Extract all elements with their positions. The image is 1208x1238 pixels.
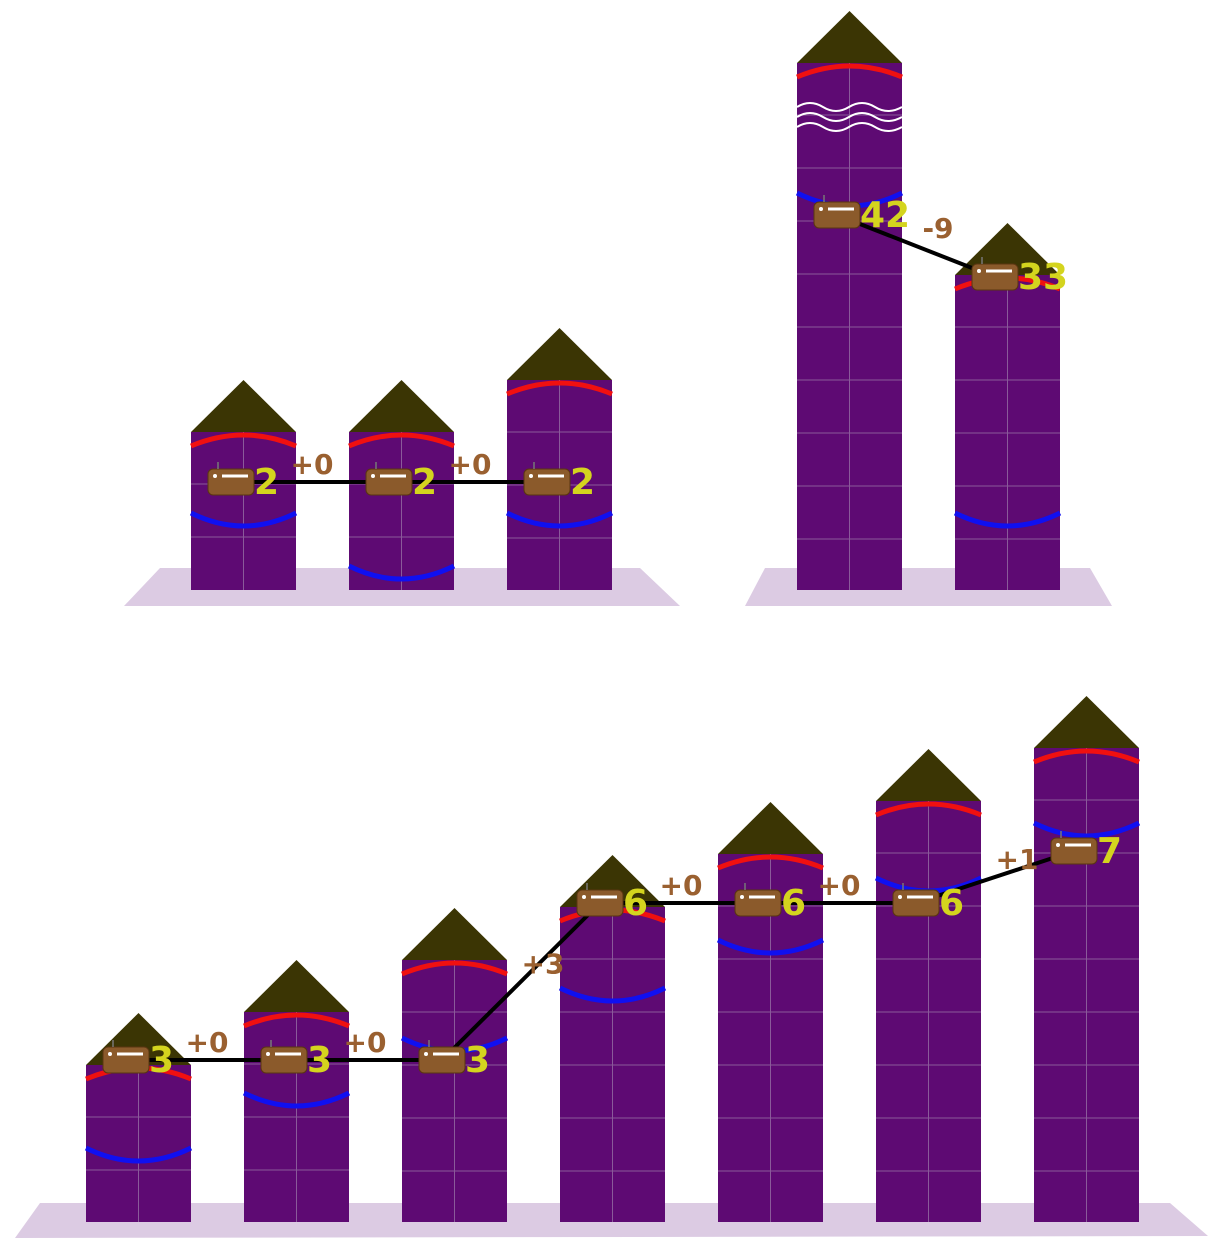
change-label: +0: [818, 869, 861, 902]
radio-knob: [108, 1052, 112, 1056]
radio: [813, 201, 861, 229]
tower-value: 6: [781, 883, 806, 924]
wave: [796, 122, 903, 132]
red-arc: [190, 432, 297, 449]
tower-value: 3: [307, 1040, 332, 1081]
blue-arc: [505, 510, 614, 529]
blue-arc: [242, 1090, 351, 1109]
radio-knob: [582, 895, 586, 899]
radio: [523, 468, 571, 496]
red-arc: [348, 432, 455, 449]
change-label: +3: [522, 948, 565, 981]
blue-arc: [1032, 820, 1141, 839]
roof: [349, 380, 454, 432]
change-label: -9: [922, 212, 953, 245]
blue-arc: [189, 510, 298, 529]
tower-value: 3: [149, 1040, 174, 1081]
roof: [876, 749, 981, 801]
radio: [418, 1046, 466, 1074]
radio: [365, 468, 413, 496]
radio-knob: [424, 1052, 428, 1056]
tower-value: 42: [860, 195, 910, 236]
roof: [244, 960, 349, 1012]
blue-arc: [558, 985, 667, 1004]
red-arc: [243, 1012, 350, 1029]
red-arc: [1033, 748, 1140, 765]
radio: [102, 1046, 150, 1074]
radio-knob: [740, 895, 744, 899]
blue-arc: [953, 510, 1062, 529]
red-arc: [506, 380, 613, 397]
tower-value: 7: [1097, 831, 1122, 872]
radio-knob: [977, 269, 981, 273]
radio: [971, 263, 1019, 291]
radio-knob: [266, 1052, 270, 1056]
roof: [718, 802, 823, 854]
tower-value: 3: [465, 1040, 490, 1081]
red-arc: [796, 63, 903, 80]
tower-value: 6: [623, 883, 648, 924]
link: [915, 849, 1075, 905]
radio-knob: [819, 207, 823, 211]
wave: [796, 102, 903, 112]
change-label: +0: [291, 448, 334, 481]
radio-knob: [529, 474, 533, 478]
red-arc: [717, 854, 824, 871]
tower-value: 2: [570, 462, 595, 503]
tower-value: 6: [939, 883, 964, 924]
change-label: +1: [996, 843, 1039, 876]
tower-value: 2: [254, 462, 279, 503]
change-label: +0: [186, 1026, 229, 1059]
tower-value: 2: [412, 462, 437, 503]
tower-value: 33: [1018, 257, 1068, 298]
red-arc: [401, 960, 508, 977]
radio: [1050, 837, 1098, 865]
blue-arc: [347, 563, 456, 582]
radio-knob: [213, 474, 217, 478]
red-arc: [875, 801, 982, 818]
wave: [796, 112, 903, 122]
roof: [402, 908, 507, 960]
blue-arc: [716, 937, 825, 956]
radio: [576, 889, 624, 917]
change-label: +0: [449, 448, 492, 481]
roof: [797, 11, 902, 63]
roof: [1034, 696, 1139, 748]
radio-knob: [1056, 843, 1060, 847]
radio: [260, 1046, 308, 1074]
roof: [191, 380, 296, 432]
radio-knob: [898, 895, 902, 899]
change-label: +0: [344, 1026, 387, 1059]
blue-arc: [84, 1145, 193, 1164]
change-label: +0: [660, 869, 703, 902]
roof: [507, 328, 612, 380]
radio: [892, 889, 940, 917]
radio-knob: [371, 474, 375, 478]
link: [440, 901, 602, 1062]
radio: [734, 889, 782, 917]
link: [836, 213, 996, 279]
radio: [207, 468, 255, 496]
